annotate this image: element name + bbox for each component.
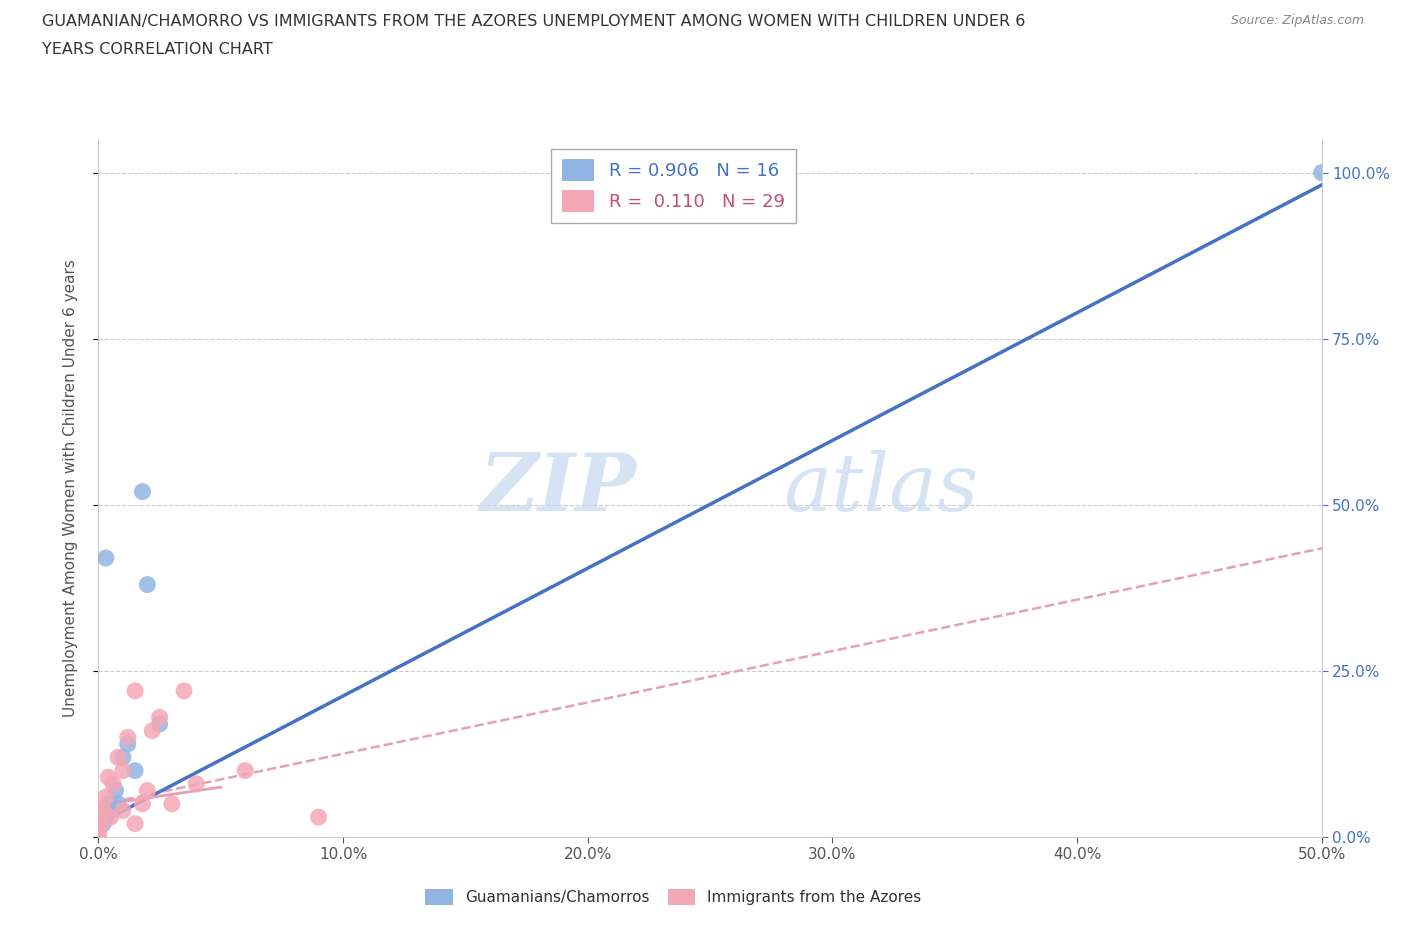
Point <box>87 810 110 825</box>
Point <box>111 803 134 817</box>
Point <box>100 803 122 817</box>
Point <box>87 813 110 828</box>
Point <box>160 796 183 811</box>
Point <box>111 750 134 764</box>
Point <box>87 819 110 834</box>
Text: YEARS CORRELATION CHART: YEARS CORRELATION CHART <box>42 42 273 57</box>
Legend: Guamanians/Chamorros, Immigrants from the Azores: Guamanians/Chamorros, Immigrants from th… <box>418 882 929 913</box>
Point <box>87 817 110 831</box>
Point <box>149 710 172 724</box>
Point <box>233 764 256 778</box>
Point <box>87 830 110 844</box>
Point <box>90 817 112 831</box>
Point <box>91 803 114 817</box>
Point <box>97 796 120 811</box>
Point <box>101 777 124 791</box>
Text: atlas: atlas <box>783 449 979 527</box>
Point <box>87 803 110 817</box>
Point <box>308 810 330 825</box>
Point <box>131 485 153 499</box>
Y-axis label: Unemployment Among Women with Children Under 6 years: Unemployment Among Women with Children U… <box>63 259 77 717</box>
Point <box>107 796 129 811</box>
Point <box>91 817 114 831</box>
Point <box>186 777 208 791</box>
Point <box>136 578 159 592</box>
Point <box>97 770 120 785</box>
Point <box>117 730 139 745</box>
Point <box>124 684 146 698</box>
Point <box>94 790 117 804</box>
Point <box>111 764 134 778</box>
Point <box>87 823 110 838</box>
Point <box>173 684 195 698</box>
Point <box>107 750 129 764</box>
Point <box>87 823 110 838</box>
Point <box>94 551 117 565</box>
Point <box>100 810 122 825</box>
Text: Source: ZipAtlas.com: Source: ZipAtlas.com <box>1230 14 1364 27</box>
Point <box>136 783 159 798</box>
Text: GUAMANIAN/CHAMORRO VS IMMIGRANTS FROM THE AZORES UNEMPLOYMENT AMONG WOMEN WITH C: GUAMANIAN/CHAMORRO VS IMMIGRANTS FROM TH… <box>42 14 1025 29</box>
Point <box>94 810 117 825</box>
Point <box>141 724 163 738</box>
Point <box>149 717 172 732</box>
Point <box>87 830 110 844</box>
Point <box>117 737 139 751</box>
Point <box>124 817 146 831</box>
Point <box>131 796 153 811</box>
Point <box>104 783 127 798</box>
Point <box>87 826 110 841</box>
Text: ZIP: ZIP <box>479 449 637 527</box>
Point <box>124 764 146 778</box>
Point <box>1310 166 1333 180</box>
